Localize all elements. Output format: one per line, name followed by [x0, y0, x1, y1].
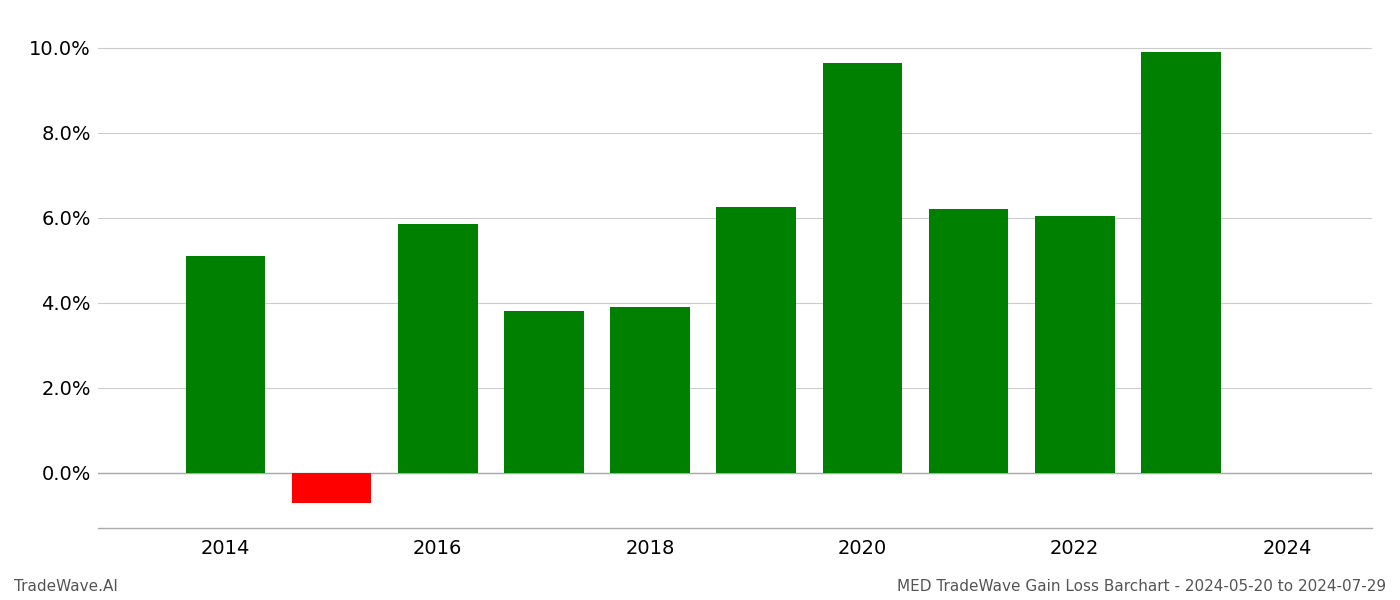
- Bar: [186, 256, 265, 473]
- Bar: [1035, 215, 1114, 473]
- Text: MED TradeWave Gain Loss Barchart - 2024-05-20 to 2024-07-29: MED TradeWave Gain Loss Barchart - 2024-…: [897, 579, 1386, 594]
- Bar: [823, 62, 902, 473]
- Bar: [928, 209, 1008, 473]
- Bar: [291, 473, 371, 503]
- Text: TradeWave.AI: TradeWave.AI: [14, 579, 118, 594]
- Bar: [610, 307, 690, 473]
- Bar: [504, 311, 584, 473]
- Bar: [398, 224, 477, 473]
- Bar: [717, 207, 797, 473]
- Bar: [1141, 52, 1221, 473]
